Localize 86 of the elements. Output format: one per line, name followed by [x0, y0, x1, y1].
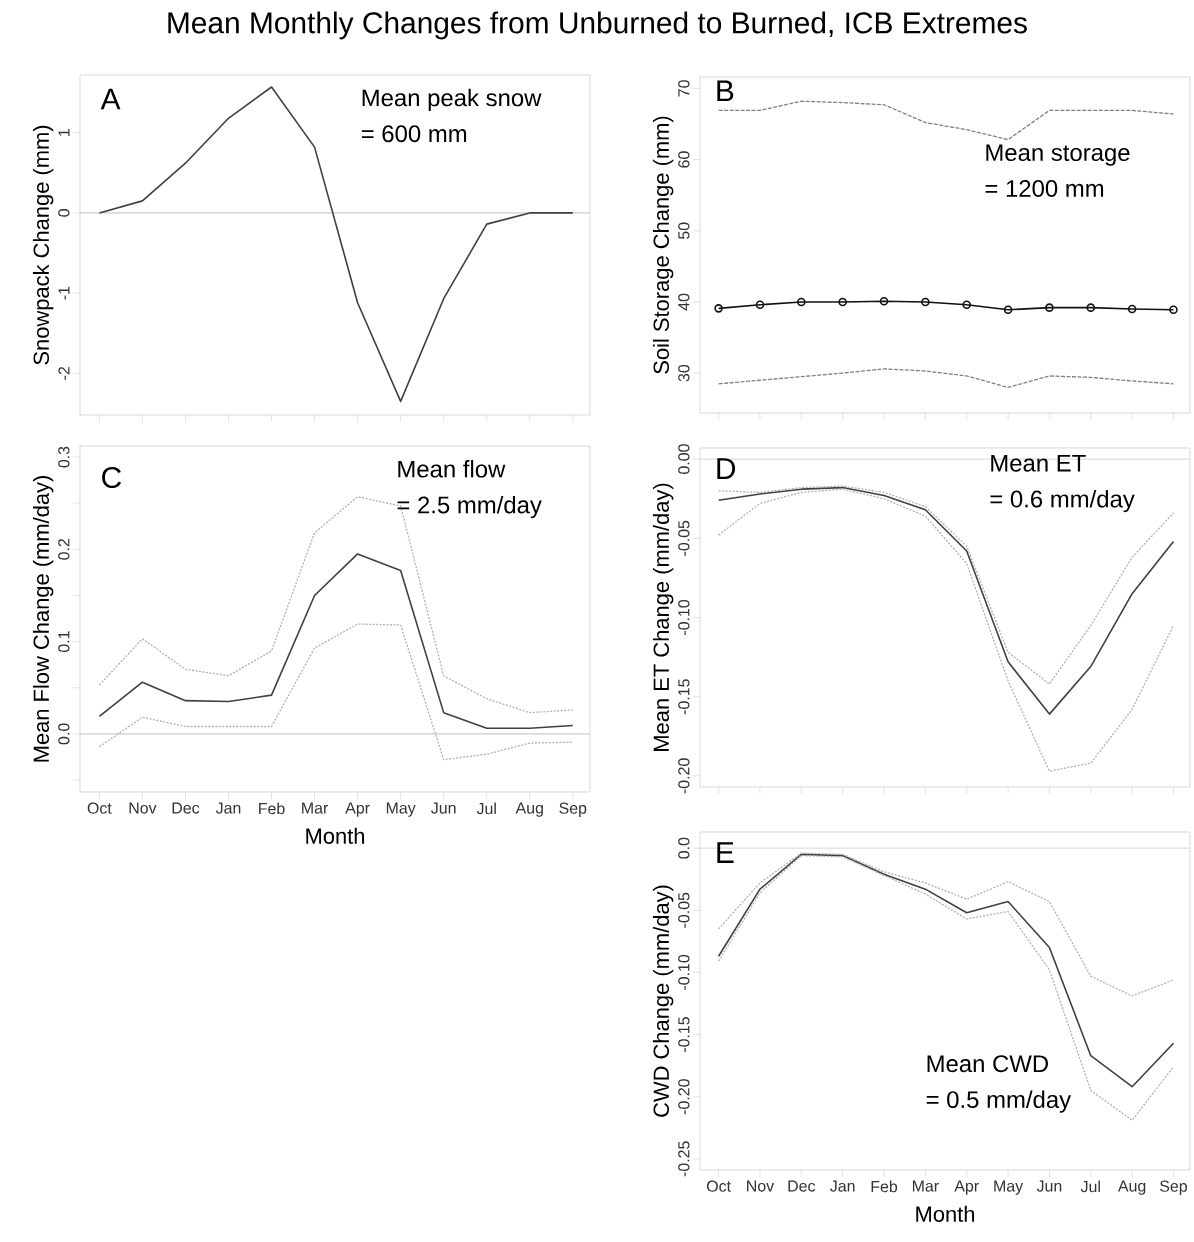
line-series	[717, 488, 1175, 772]
annotation: E	[717, 842, 734, 863]
point	[1003, 305, 1013, 315]
x-tick-label: Jan	[215, 802, 241, 814]
y-axis-title: Mean Flow Change (mm/day)	[32, 476, 54, 762]
y-tick-label: 0.3	[58, 446, 70, 468]
y-axis-title: Snowpack Change (mm)	[32, 125, 54, 365]
point	[797, 297, 806, 307]
x-tick-label: Jul	[1080, 1180, 1100, 1193]
line-series	[98, 496, 574, 714]
point	[921, 297, 930, 307]
y-tick-label: 0.0	[678, 837, 690, 859]
y-tick-label: 40	[678, 293, 690, 311]
y-tick-label: 0.00	[678, 444, 690, 474]
annotation: Mean peak snow	[362, 88, 542, 112]
x-tick-label: Dec	[788, 1180, 816, 1192]
y-tick-label: -0.10	[678, 954, 690, 990]
annotation: = 2.5 mm/day	[397, 495, 542, 519]
x-tick-label: Apr	[345, 802, 370, 817]
point	[962, 300, 972, 310]
y-axis-title: CWD Change (mm/day)	[652, 885, 674, 1117]
y-tick-label: 50	[678, 222, 690, 239]
annotation: = 0.6 mm/day	[990, 489, 1135, 513]
point	[1127, 304, 1137, 314]
annotation: = 600 mm	[361, 125, 467, 143]
y-tick-label: -2	[58, 367, 70, 380]
annotation: = 1200 mm	[985, 180, 1104, 197]
y-tick-label: -1	[58, 286, 70, 300]
y-tick-label: 1	[58, 129, 70, 136]
annotation: B	[717, 80, 734, 102]
point	[1086, 303, 1096, 312]
x-tick-label: Jun	[431, 802, 456, 814]
x-tick-label: May	[994, 1180, 1024, 1195]
annotation: A	[100, 88, 121, 110]
x-tick-label: May	[386, 802, 416, 817]
y-axis-title: Mean ET Change (mm/day)	[652, 483, 674, 751]
annotation: = 0.5 mm/day	[926, 1090, 1072, 1113]
point	[879, 296, 889, 306]
y-tick-label: 0.0	[58, 723, 70, 745]
x-tick-label: Oct	[706, 1180, 731, 1192]
y-tick-label: 0.2	[58, 539, 70, 560]
x-tick-label: Aug	[515, 802, 543, 817]
y-tick-label: 60	[678, 151, 690, 168]
line-series	[98, 553, 574, 730]
y-tick-label: -0.15	[678, 1017, 690, 1053]
line-series	[717, 368, 1175, 389]
annotation: Mean CWD	[927, 1055, 1048, 1073]
annotation: D	[717, 458, 736, 479]
y-tick-label: 70	[678, 80, 690, 97]
y-tick-label: 30	[678, 364, 690, 382]
y-tick-label: -0.25	[678, 1141, 690, 1177]
x-tick-label: Oct	[87, 802, 112, 814]
x-tick-label: Sep	[1160, 1180, 1187, 1195]
line-series	[98, 86, 574, 403]
x-tick-label: Jan	[830, 1180, 855, 1192]
point	[755, 300, 765, 310]
annotation: C	[102, 466, 122, 489]
y-tick-label: -0.20	[678, 1079, 690, 1115]
x-tick-label: Nov	[747, 1180, 775, 1192]
x-tick-label: Dec	[172, 802, 200, 814]
y-tick-label: -0.05	[678, 520, 690, 556]
point	[1045, 303, 1054, 312]
y-tick-label: -0.15	[678, 679, 690, 715]
y-tick-label: -0.05	[678, 892, 690, 928]
x-axis-title: Month	[916, 1205, 975, 1222]
x-tick-label: Mar	[912, 1180, 939, 1192]
annotation: Mean flow	[398, 460, 506, 478]
x-tick-label: Nov	[129, 802, 157, 814]
x-tick-label: Aug	[1117, 1180, 1146, 1195]
x-tick-label: Sep	[559, 802, 587, 817]
x-tick-label: Jun	[1036, 1180, 1062, 1192]
x-tick-label: Mar	[302, 802, 329, 814]
x-tick-label: Feb	[259, 802, 285, 815]
point	[838, 297, 847, 307]
y-tick-label: 0	[58, 209, 70, 217]
annotation: Mean storage	[986, 144, 1130, 166]
x-tick-label: Apr	[954, 1180, 979, 1195]
x-tick-label: Jul	[476, 802, 496, 815]
y-tick-label: 0.1	[58, 631, 70, 653]
y-tick-label: -0.10	[678, 599, 690, 635]
chart-title: Mean Monthly Changes from Unburned to Burned, ICB Extremes	[168, 11, 1027, 40]
annotation: Mean ET	[991, 454, 1086, 472]
x-tick-label: Feb	[871, 1180, 898, 1193]
y-axis-title: Soil Storage Change (mm)	[652, 116, 674, 374]
y-tick-label: -0.20	[678, 758, 690, 794]
x-axis-title: Month	[306, 827, 365, 844]
